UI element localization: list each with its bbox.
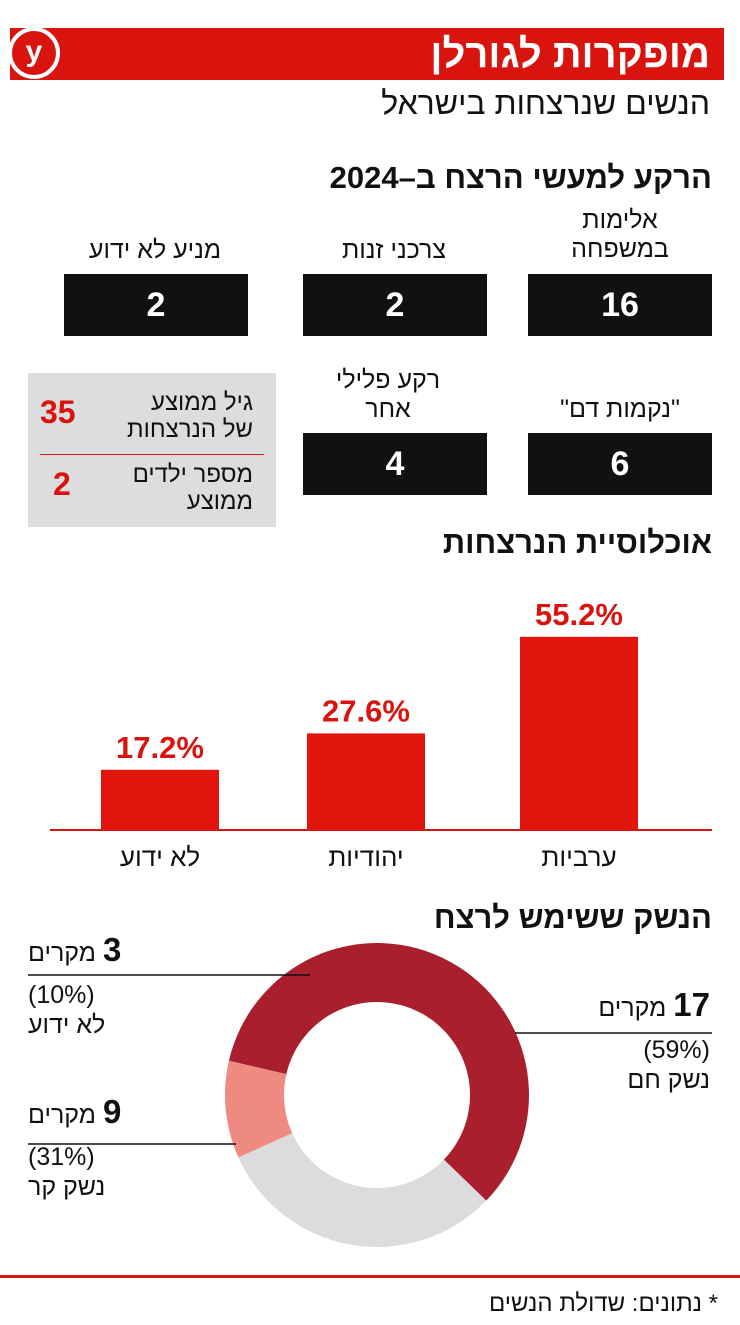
background-value-unknown-motive: 2 [64, 274, 248, 336]
percent-label: (10%) [28, 981, 95, 1009]
count-unit: מקרים [598, 994, 667, 1022]
source-note: * נתונים: שדולת הנשים [488, 1290, 718, 1317]
avg-children-label: מספר ילדים ממוצע [103, 461, 253, 515]
donut-slice-1 [238, 1133, 487, 1247]
category-label: לא ידוע [28, 1011, 106, 1039]
bar-1 [307, 733, 425, 830]
background-label-prostitution-clients: צרכני זנות [341, 236, 447, 264]
label-line: מספר ילדים [132, 461, 253, 488]
avg-age-value: 35 [40, 394, 76, 430]
label-line: אלימות [582, 206, 658, 234]
donut-label-cold-weapon: 9 מקרים (31%) נשק קר [28, 1095, 228, 1202]
footer-divider [0, 1275, 740, 1278]
background-section-title: הרקע למעשי הרצח ב–2024 [329, 160, 712, 195]
avg-age-label: גיל ממוצע של הנרצחות [103, 389, 253, 443]
donut-slice-0 [228, 943, 529, 1201]
bar-value-label: 27.6% [322, 693, 410, 728]
bar-category-label: יהודיות [328, 842, 403, 872]
background-label-family-violence: אלימות במשפחה [525, 206, 715, 264]
averages-box [28, 373, 276, 527]
background-label-criminal-background: רקע פלילי אחר [293, 366, 483, 424]
population-bar-chart: 55.2% ערביות 27.6% יהודיות 17.2% לא ידוע [50, 597, 712, 872]
donut-slice-2 [224, 1060, 293, 1158]
label-line: רקע פלילי [335, 366, 441, 394]
label-line: במשפחה [571, 235, 669, 263]
bar-value-label: 55.2% [535, 597, 623, 632]
percent-label: (59%) [643, 1036, 710, 1064]
page-title: מופקרות לגורלן [430, 32, 710, 76]
population-section-title: אוכלוסיית הנרצחות [442, 525, 712, 560]
brand-logo: y [8, 27, 60, 79]
label-line: אחר [365, 395, 411, 423]
category-label: נשק חם [627, 1066, 710, 1094]
label-line: ממוצע [186, 488, 253, 515]
category-label: נשק קר [28, 1173, 106, 1201]
bar-value-label: 17.2% [116, 730, 204, 765]
background-label-blood-feud: "נקמות דם" [560, 395, 680, 423]
background-value-family-violence: 16 [528, 274, 712, 336]
stats-divider [40, 454, 264, 455]
count-value: 9 [102, 1093, 122, 1130]
bar-0 [520, 636, 638, 830]
count-value: 3 [102, 931, 122, 968]
label-line: של הנרצחות [127, 416, 253, 443]
avg-children-value: 2 [53, 466, 71, 502]
header-bar [10, 28, 724, 80]
label-line: גיל ממוצע [150, 389, 253, 416]
count-value: 17 [673, 986, 710, 1023]
background-value-prostitution-clients: 2 [303, 274, 487, 336]
donut-label-hot-weapon: 17 מקרים (59%) נשק חם [598, 988, 710, 1095]
background-value-blood-feud: 6 [528, 433, 712, 495]
background-value-criminal-background: 4 [303, 433, 487, 495]
bar-category-label: ערביות [541, 842, 616, 872]
bar-category-label: לא ידוע [120, 842, 200, 872]
count-unit: מקרים [28, 939, 96, 967]
weapon-donut-chart [28, 943, 712, 1247]
donut-label-unknown: 3 מקרים (10%) לא ידוע [28, 933, 228, 1040]
background-label-unknown-motive: מניע לא ידוע [88, 236, 222, 264]
bar-2 [101, 769, 219, 830]
page-subtitle: הנשים שנרצחות בישראל [381, 85, 710, 121]
weapon-section-title: הנשק ששימש לרצח [433, 900, 712, 935]
percent-label: (31%) [28, 1143, 95, 1171]
count-unit: מקרים [28, 1101, 96, 1129]
